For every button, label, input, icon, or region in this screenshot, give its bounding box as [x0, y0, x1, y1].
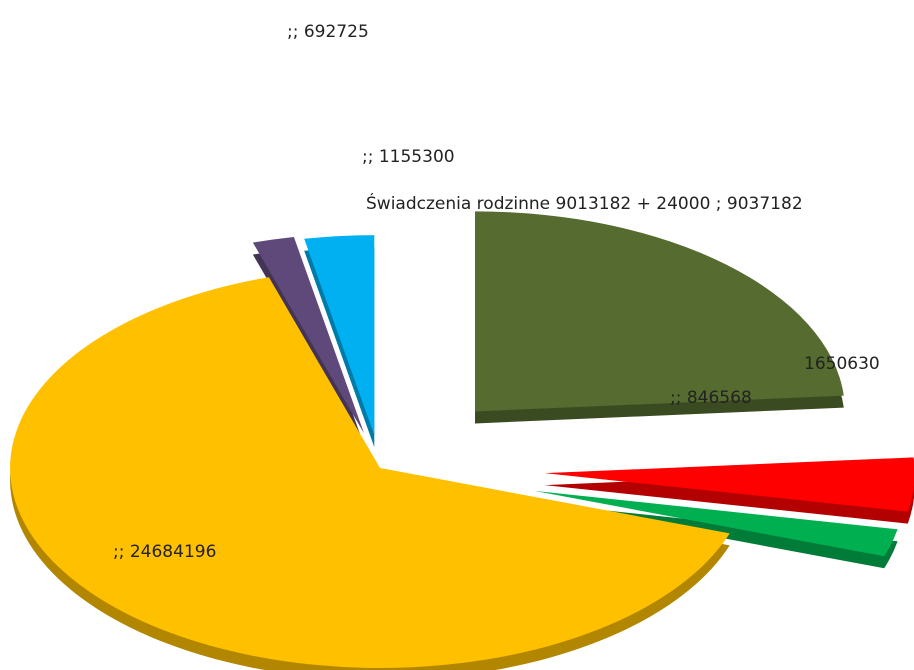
pie-slice-4 — [252, 237, 365, 434]
pie-labels: Świadczenia rodzinne 9013182 + 24000 ; 9… — [113, 22, 880, 562]
slice-label-0: Świadczenia rodzinne 9013182 + 24000 ; 9… — [366, 192, 803, 214]
slice-label-4: ;; 692725 — [287, 22, 369, 42]
slice-label-5: ;; 1155300 — [362, 147, 455, 167]
pie-slice-5 — [304, 235, 375, 436]
slice-label-2: ;; 846568 — [670, 388, 752, 408]
pie-slice-0 — [475, 211, 844, 412]
pie-slices — [10, 211, 914, 670]
pie-slice-1 — [544, 457, 914, 512]
pie-slice-3 — [10, 277, 730, 668]
slice-label-1: 1650630 — [804, 354, 880, 374]
slice-label-3: ;; 24684196 — [113, 542, 216, 562]
pie-slice-2 — [534, 490, 898, 557]
